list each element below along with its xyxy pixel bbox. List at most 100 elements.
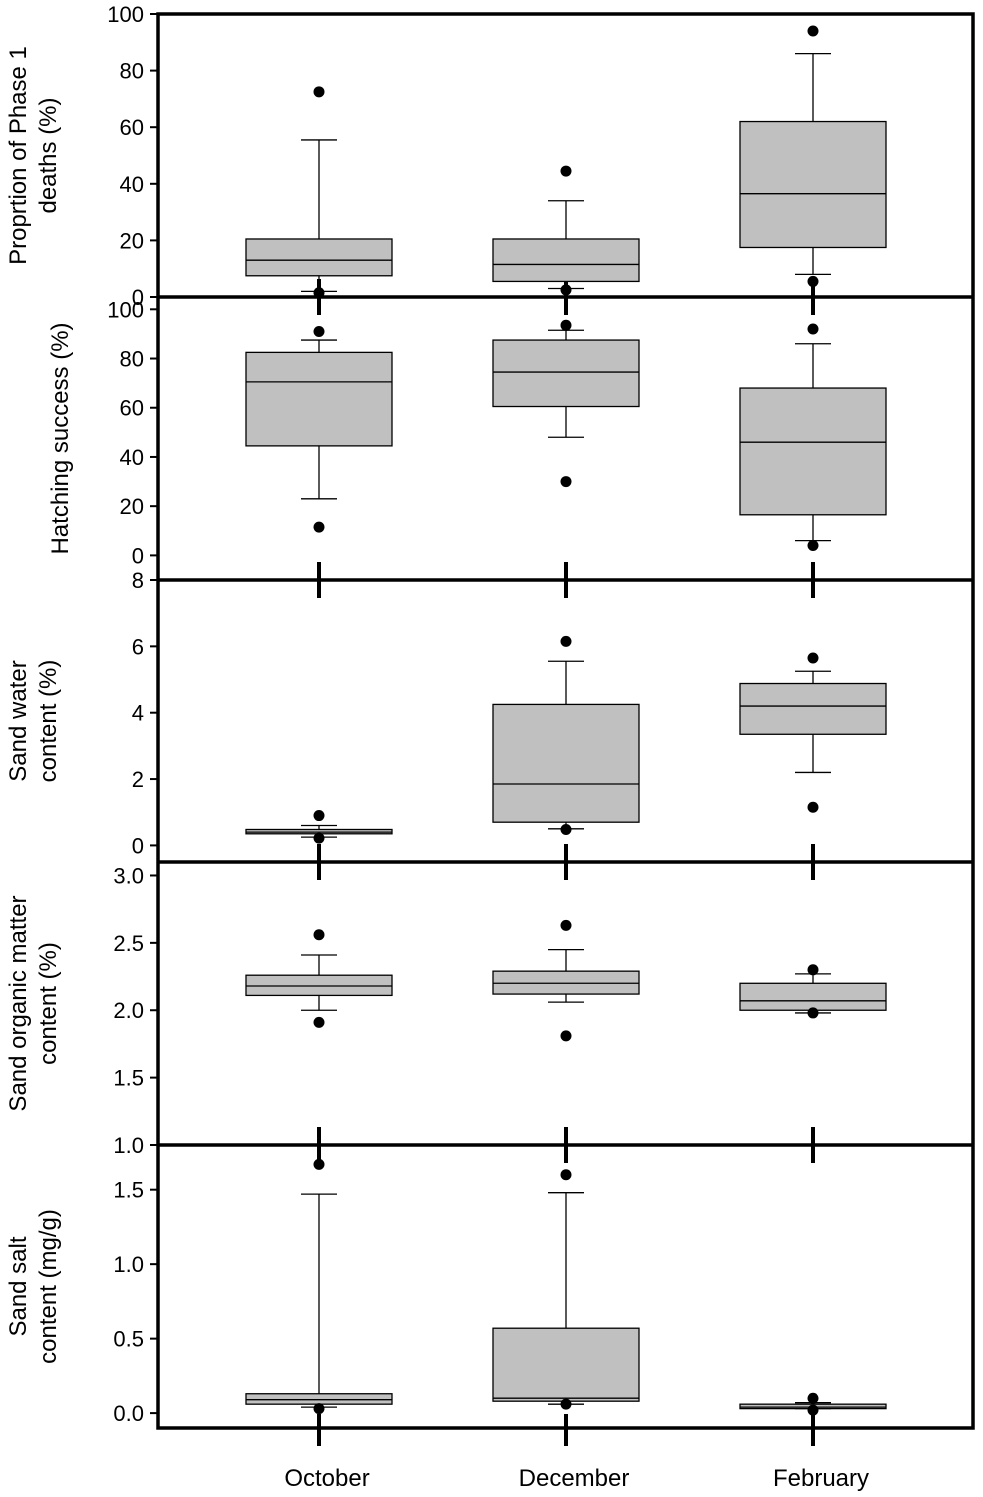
y-axis-label: Hatching success (%) <box>47 322 74 554</box>
y-axis-label: Sand water <box>5 660 32 781</box>
box-october <box>245 810 393 844</box>
box-iqr <box>739 387 887 516</box>
outlier-point <box>807 1007 819 1019</box>
box-iqr <box>492 238 640 283</box>
y-tick-label: 60 <box>120 115 144 140</box>
box-iqr <box>492 339 640 408</box>
box-iqr <box>245 351 393 447</box>
box-iqr <box>492 970 640 995</box>
x-tick-label: December <box>519 1465 630 1492</box>
box-iqr <box>739 682 887 735</box>
x-tick-label: February <box>773 1465 869 1492</box>
panel-5: 0.0 0.5 1.0 1.5 Sand salt content (mg/g) <box>5 1158 887 1426</box>
outlier-point <box>560 919 572 931</box>
y-tick-label: 0 <box>132 543 144 568</box>
panel-4: 1.0 1.5 2.0 2.5 3.0 Sand organic matter conten… <box>5 863 887 1158</box>
outlier-point <box>313 86 325 98</box>
y-tick-label: 8 <box>132 568 144 593</box>
y-axis-label: content (mg/g) <box>35 1209 62 1364</box>
y-tick-label: 2.5 <box>113 931 144 956</box>
y-axis-label: Proprtion of Phase 1 <box>5 46 32 265</box>
outlier-point <box>313 832 325 844</box>
plot-frame <box>156 12 975 1430</box>
outlier-point <box>560 476 572 488</box>
outlier-point <box>313 929 325 941</box>
outlier-point <box>807 323 819 335</box>
box-february <box>739 323 887 552</box>
y-tick-label: 100 <box>107 297 144 322</box>
y-tick-label: 0 <box>132 285 144 310</box>
box-february <box>739 964 887 1019</box>
box-iqr <box>739 120 887 249</box>
outlier-point <box>560 1398 572 1410</box>
outlier-point <box>313 521 325 533</box>
outlier-point <box>313 810 325 822</box>
y-tick-label: 1.0 <box>113 1133 144 1158</box>
y-tick-label: 2.0 <box>113 998 144 1023</box>
y-tick-label: 1.0 <box>113 1252 144 1277</box>
y-axis-label: content (%) <box>35 660 62 783</box>
outlier-point <box>313 1016 325 1028</box>
box-iqr <box>492 703 640 823</box>
y-tick-label: 4 <box>132 701 144 726</box>
y-tick-label: 60 <box>120 396 144 421</box>
box-iqr <box>245 1393 393 1405</box>
outlier-point <box>807 652 819 664</box>
box-december <box>492 1169 640 1410</box>
y-axis-label: Sand salt <box>5 1236 32 1336</box>
y-tick-label: 80 <box>120 59 144 84</box>
box-october <box>245 1158 393 1415</box>
panel-1: 0 20 40 60 80 100 Proprtion of Phase 1 deaths (… <box>5 2 887 310</box>
y-tick-label: 80 <box>120 347 144 372</box>
box-december <box>492 319 640 488</box>
y-tick-label: 0.0 <box>113 1401 144 1426</box>
y-tick-label: 40 <box>120 445 144 470</box>
outlier-point <box>807 1404 819 1416</box>
panel-2: 0 20 40 60 80 100 Hatching success (%) <box>47 297 887 568</box>
outlier-point <box>807 275 819 287</box>
y-tick-label: 20 <box>120 228 144 253</box>
outlier-point <box>560 284 572 296</box>
y-axis-label: deaths (%) <box>35 97 62 213</box>
y-tick-label: 1.5 <box>113 1178 144 1203</box>
outlier-point <box>560 165 572 177</box>
outlier-point <box>807 25 819 37</box>
outlier-point <box>560 1169 572 1181</box>
y-axis-label: content (%) <box>35 942 62 1065</box>
box-december <box>492 635 640 835</box>
outlier-point <box>807 1392 819 1404</box>
box-iqr <box>492 1327 640 1402</box>
box-february <box>739 652 887 813</box>
y-tick-label: 3.0 <box>113 863 144 888</box>
outlier-point <box>807 540 819 552</box>
panel-3: 0 2 4 6 8 Sand water content (%) <box>5 568 887 858</box>
box-iqr <box>245 974 393 997</box>
y-tick-label: 20 <box>120 494 144 519</box>
box-february <box>739 25 887 287</box>
outlier-point <box>560 823 572 835</box>
box-december <box>492 165 640 296</box>
y-tick-label: 40 <box>120 172 144 197</box>
y-tick-label: 6 <box>132 634 144 659</box>
outlier-point <box>560 1030 572 1042</box>
outlier-point <box>313 1158 325 1170</box>
y-tick-label: 2 <box>132 767 144 792</box>
outlier-point <box>807 964 819 976</box>
box-february <box>739 1392 887 1416</box>
outlier-point <box>560 635 572 647</box>
box-december <box>492 919 640 1042</box>
y-tick-label: 1.5 <box>113 1066 144 1091</box>
outlier-point <box>313 1403 325 1415</box>
outlier-point <box>560 319 572 331</box>
y-tick-label: 100 <box>107 2 144 27</box>
y-axis-label: Sand organic matter <box>5 895 32 1111</box>
box-october <box>245 325 393 533</box>
outlier-point <box>313 325 325 337</box>
box-october <box>245 86 393 299</box>
y-tick-label: 0.5 <box>113 1327 144 1352</box>
box-october <box>245 929 393 1028</box>
box-iqr <box>245 238 393 277</box>
x-tick-label: October <box>284 1465 369 1492</box>
box-iqr <box>739 982 887 1011</box>
